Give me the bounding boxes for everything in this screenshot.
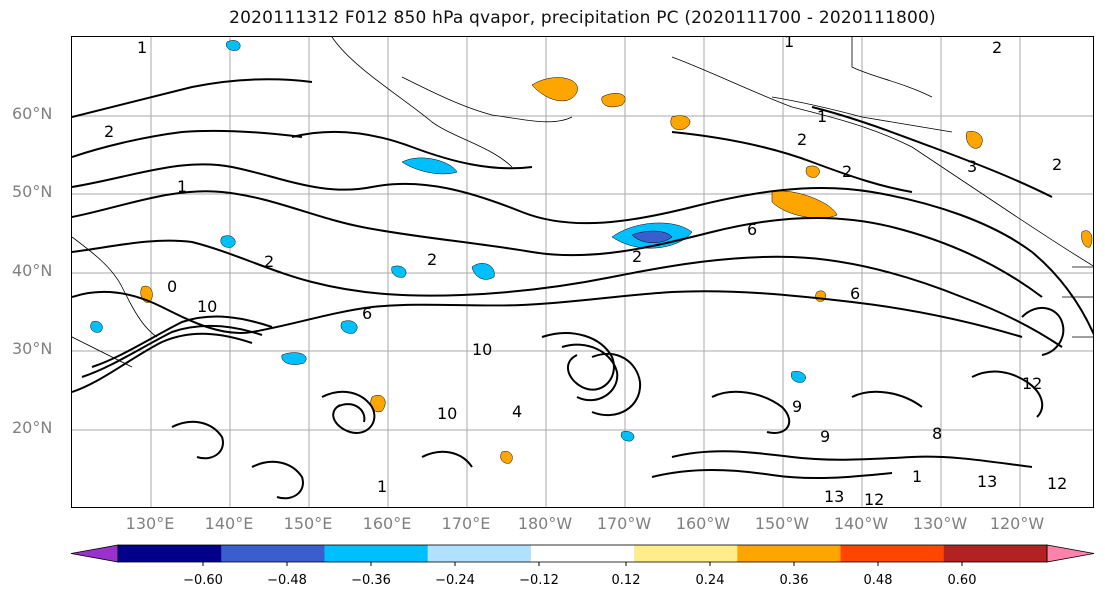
colorbar-cell (634, 545, 738, 562)
colorbar-cell (324, 545, 429, 562)
contour-label: 3 (967, 157, 977, 176)
colorbar-cell (737, 545, 842, 562)
colorbar-tick-label: 0.24 (695, 573, 725, 588)
contour-label: 4 (512, 402, 522, 421)
contour-label: 10 (197, 297, 217, 316)
lat-label: 50°N (12, 182, 53, 201)
contour-labels: 1 2 1 2 1 0 2 2 2 2 2 1 3 6 6 2 6 10 9 1… (104, 37, 1067, 508)
colorbar-tick-label: −0.60 (183, 573, 223, 588)
contour-label: 2 (264, 252, 274, 271)
contour-label: 10 (472, 340, 492, 359)
lon-label: 120°W (989, 514, 1045, 533)
lon-label: 130°E (125, 514, 175, 533)
contour-label: 0 (167, 277, 177, 296)
contour-label: 2 (104, 122, 114, 141)
contour-label: 2 (992, 38, 1002, 57)
lon-label: 130°W (912, 514, 968, 533)
map-plot: 1 2 1 2 1 0 2 2 2 2 2 1 3 6 6 2 6 10 9 1… (72, 37, 1093, 508)
contour-label: 6 (850, 284, 860, 303)
colorbar-cell (840, 545, 945, 562)
colorbar-cell (1046, 544, 1095, 563)
lon-label: 140°W (833, 514, 889, 533)
contour-label: 1 (377, 477, 387, 496)
contour-label: 1 (817, 107, 827, 126)
contour-lines (72, 78, 1093, 500)
colorbar-tick-label: 0.60 (947, 573, 977, 588)
contour-label: 2 (632, 247, 642, 266)
contour-label: 1 (137, 38, 147, 57)
lon-label: 140°E (204, 514, 254, 533)
colorbar-cells (70, 544, 1095, 563)
colorbar-tick-label: 0.36 (779, 573, 809, 588)
contour-label: 1 (177, 177, 187, 196)
lat-label: 40°N (12, 261, 53, 280)
lon-label: 150°W (754, 514, 810, 533)
contour-label: 13 (824, 487, 844, 506)
contour-label: 12 (1047, 474, 1067, 493)
colorbar-tick-label: −0.36 (351, 573, 391, 588)
colorbar-tick-label: −0.48 (267, 573, 307, 588)
map-title: 2020111312 F012 850 hPa qvapor, precipit… (229, 8, 936, 28)
map-panel: 1 2 1 2 1 0 2 2 2 2 2 1 3 6 6 2 6 10 9 1… (71, 36, 1094, 508)
contour-label: 1 (784, 37, 794, 51)
colorbar-border (117, 544, 1048, 563)
contour-label: 6 (362, 304, 372, 323)
contour-label: 12 (1022, 374, 1042, 393)
colorbar-tick-label: 0.48 (863, 573, 893, 588)
contour-label: 2 (1052, 155, 1062, 174)
colorbar-tick-label: −0.24 (435, 573, 475, 588)
contour-label: 2 (427, 250, 437, 269)
contour-label: 9 (820, 427, 830, 446)
colorbar-tick-label: 0.12 (611, 573, 641, 588)
colorbar-tick-label: −0.12 (519, 573, 559, 588)
contour-label: 1 (912, 467, 922, 486)
contour-label: 2 (797, 130, 807, 149)
colorbar-ticks (202, 562, 963, 566)
contour-label: 6 (747, 220, 757, 239)
contour-label: 13 (977, 472, 997, 491)
lon-label: 170°W (596, 514, 652, 533)
lat-label: 60°N (12, 104, 53, 123)
colorbar-cell (118, 545, 222, 562)
lat-label: 20°N (12, 418, 53, 437)
lon-label: 160°E (362, 514, 412, 533)
colorbar-cell (427, 545, 532, 562)
contour-label: 10 (437, 404, 457, 423)
colorbar-cell (943, 545, 1048, 562)
coastlines (72, 37, 1093, 368)
lon-label: 180°W (517, 514, 573, 533)
colorbar-cell (530, 545, 635, 562)
colorbar-cell (221, 545, 325, 562)
precip-shading (90, 40, 1093, 464)
lon-label: 150°E (283, 514, 333, 533)
lon-label: 170°E (441, 514, 491, 533)
lon-label: 160°W (675, 514, 731, 533)
contour-label: 2 (842, 162, 852, 181)
contour-label: 12 (864, 490, 884, 508)
contour-label: 9 (792, 397, 802, 416)
lat-label: 30°N (12, 339, 53, 358)
colorbar-cell (70, 544, 119, 563)
contour-label: 8 (932, 424, 942, 443)
